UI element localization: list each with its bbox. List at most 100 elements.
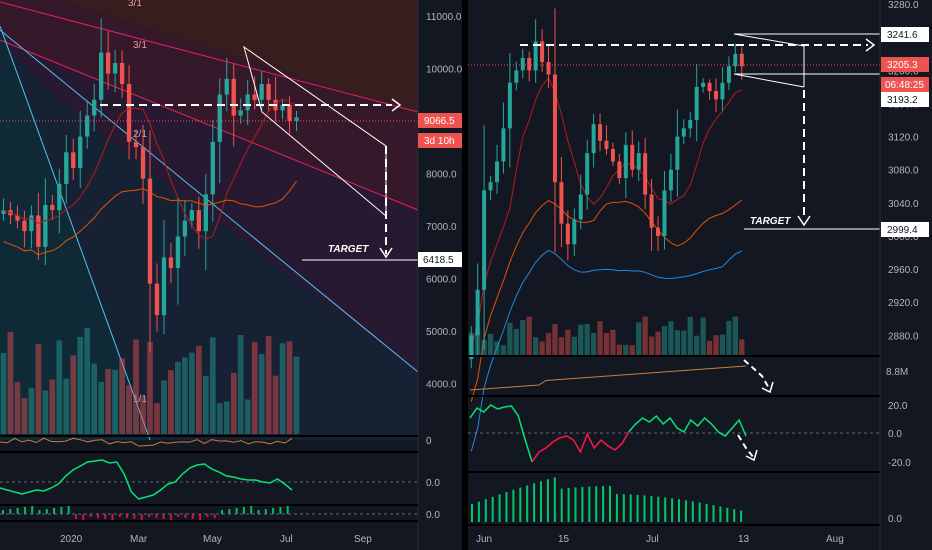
left-candles — [1, 18, 299, 353]
left-last-price-badge — [418, 113, 462, 128]
left-moving-averages — [3, 98, 297, 256]
candle-body — [507, 82, 512, 129]
volume-bar — [56, 340, 63, 434]
candle-body — [540, 41, 545, 63]
histogram-bar — [16, 508, 19, 514]
volume-bar — [98, 381, 105, 434]
volume-bar — [63, 378, 70, 434]
right-target-label: TARGET — [750, 216, 791, 227]
histogram-bar — [629, 494, 632, 522]
left-x-tick-jul: Jul — [280, 534, 293, 545]
candle-body — [559, 182, 564, 224]
price-tick-label: 11000.0 — [426, 12, 462, 23]
left-last-price-text: 9066.5 — [424, 116, 455, 127]
price-tick-label: 5000.0 — [426, 327, 457, 338]
volume-bar — [223, 401, 230, 434]
histogram-bar — [553, 477, 556, 522]
volume-bar — [706, 340, 713, 356]
volume-bar — [500, 345, 507, 356]
left-macd-tick: 0.0 — [426, 478, 440, 489]
histogram-bar — [712, 505, 715, 522]
volume-bar — [661, 326, 668, 356]
volume-bar — [687, 316, 693, 356]
histogram-bar — [191, 514, 194, 519]
volume-bar — [487, 333, 494, 356]
fan-label-1-1: 1/1 — [133, 394, 147, 405]
candle-body — [591, 124, 596, 154]
price-tick-label: 3000.0 — [888, 232, 919, 243]
candle-body — [578, 194, 583, 220]
right-x-tick-aug: Aug — [826, 534, 844, 545]
histogram-bar — [162, 514, 165, 519]
candle-body — [501, 128, 506, 162]
right-target-text: 2999.4 — [887, 225, 918, 236]
histogram-bar — [526, 485, 529, 522]
histogram-bar — [698, 502, 701, 522]
right-time-axis: Jun 15 Jul 13 Aug — [468, 524, 880, 545]
histogram-bar — [75, 514, 77, 519]
candle-body — [287, 105, 292, 121]
histogram-bar — [148, 514, 150, 517]
volume-bar — [668, 321, 674, 356]
histogram-bar — [574, 487, 577, 522]
histogram-bar — [595, 486, 598, 522]
volume-bar — [237, 335, 244, 434]
right-moving-averages — [470, 77, 743, 452]
moving-average-line — [470, 199, 743, 402]
volume-bar — [739, 339, 745, 356]
volume-bar — [7, 331, 14, 434]
histogram-bar — [560, 488, 563, 522]
volume-bar — [629, 345, 635, 356]
candle-body — [29, 215, 34, 232]
price-tick-label: 3080.0 — [888, 166, 919, 177]
price-tick-label: 2880.0 — [888, 331, 919, 342]
left-countdown-badge — [418, 133, 462, 148]
candle-body — [161, 257, 167, 316]
histogram-bar — [602, 486, 605, 522]
candle-body — [85, 115, 90, 137]
candle-body — [552, 74, 557, 183]
price-tick-label: 10000.0 — [426, 64, 463, 75]
left-volume-bars — [0, 327, 300, 434]
candle-body — [598, 124, 603, 141]
histogram-bar — [206, 514, 209, 517]
candle-body — [259, 84, 264, 100]
volume-bar — [610, 329, 616, 356]
volume-bar — [616, 344, 623, 356]
volume-bar — [182, 357, 188, 434]
price-tick-label: 2960.0 — [888, 265, 919, 276]
right-macd-tick-20: 20.0 — [888, 401, 908, 412]
fan-label-3-1: 3/1 — [133, 40, 147, 51]
candle-body — [22, 220, 27, 232]
histogram-bar — [286, 506, 289, 514]
right-macd-tick-0: 0.0 — [888, 429, 902, 440]
histogram-bar — [250, 506, 253, 514]
histogram-bar — [567, 487, 570, 522]
volume-bar — [279, 343, 286, 434]
fan-line-2-1 — [0, 39, 419, 211]
candle-body — [175, 236, 181, 268]
right-obv-arrow-head — [761, 381, 774, 394]
histogram-bar — [671, 498, 674, 522]
histogram-bar — [622, 494, 625, 522]
volume-bar — [539, 341, 545, 356]
candle-body — [105, 52, 111, 74]
volume-bar — [648, 336, 655, 356]
histogram-bar — [82, 514, 85, 520]
histogram-bar — [684, 500, 687, 522]
right-x-tick-jul: Jul — [646, 534, 659, 545]
left-x-tick-sep: Sep — [354, 534, 372, 545]
volume-bar — [623, 344, 629, 356]
fan-line-steep-blue — [0, 25, 151, 441]
histogram-bar — [257, 510, 260, 514]
histogram-bar — [67, 506, 70, 514]
candle-body — [238, 110, 243, 116]
candle-body — [140, 147, 146, 179]
candle-body — [245, 94, 250, 111]
moving-average-line — [3, 180, 297, 256]
histogram-bar — [581, 486, 584, 522]
volume-bar — [126, 385, 132, 434]
histogram-bar — [9, 509, 12, 514]
volume-bar — [119, 358, 125, 434]
